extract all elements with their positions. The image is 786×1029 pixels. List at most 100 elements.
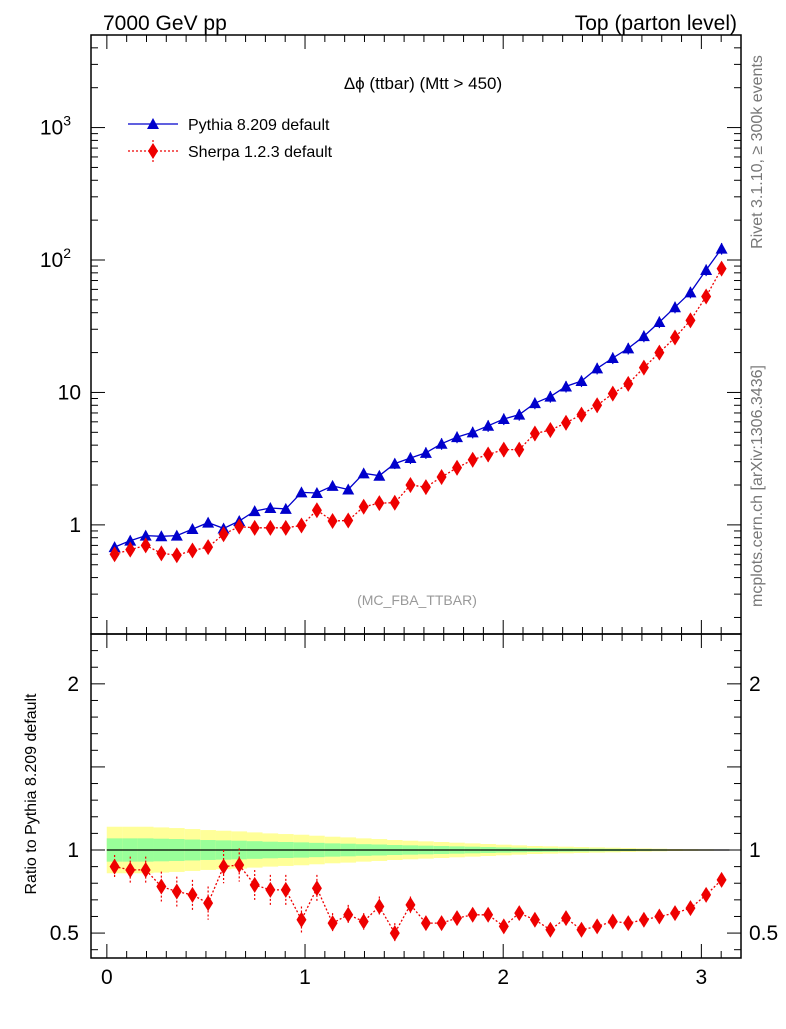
- ratio-y-tick-label-right: 0.5: [749, 922, 778, 945]
- data-point: [452, 459, 463, 476]
- ratio-data-point: [140, 861, 151, 878]
- data-point: [497, 413, 510, 425]
- header-right-title: Top (parton level): [575, 12, 737, 35]
- data-point: [357, 467, 370, 479]
- data-point: [498, 441, 509, 458]
- data-point: [373, 469, 386, 481]
- ratio-data-point: [467, 906, 478, 923]
- data-point: [218, 526, 229, 543]
- ratio-data-point: [420, 915, 431, 932]
- data-point: [623, 375, 634, 392]
- data-point: [234, 518, 245, 535]
- data-point: [203, 539, 214, 556]
- main-y-tick-label: 1: [69, 514, 81, 537]
- data-point: [171, 547, 182, 564]
- ratio-data-point: [483, 906, 494, 923]
- data-point: [684, 286, 697, 298]
- ratio-data-point: [311, 880, 322, 897]
- ratio-data-point: [249, 876, 260, 893]
- data-point: [280, 519, 291, 536]
- ratio-data-point: [545, 921, 556, 938]
- ratio-data-point: [296, 911, 307, 928]
- rivet-side-label: Rivet 3.1.10, ≥ 300k events: [749, 55, 766, 249]
- data-point: [544, 390, 557, 402]
- data-point: [700, 264, 713, 276]
- data-point: [561, 414, 572, 431]
- data-point: [279, 502, 292, 514]
- ratio-y-tick-label-right: 2: [749, 673, 761, 696]
- data-point: [249, 519, 260, 536]
- legend-marker: [147, 118, 159, 129]
- ratio-data-point: [389, 925, 400, 942]
- data-point: [575, 375, 588, 387]
- data-point: [715, 242, 728, 254]
- data-point: [529, 425, 540, 442]
- data-point: [265, 519, 276, 536]
- ratio-y-axis-label: Ratio to Pythia 8.209 default: [23, 693, 40, 895]
- data-point: [170, 529, 183, 541]
- chart-title: Δϕ (ttbar) (Mtt > 450): [344, 74, 502, 93]
- data-point: [701, 288, 712, 305]
- data-point: [202, 516, 215, 528]
- data-point: [606, 352, 619, 364]
- ratio-data-point: [405, 896, 416, 913]
- data-point: [592, 397, 603, 414]
- ratio-data-point: [452, 910, 463, 927]
- data-point: [342, 483, 355, 495]
- data-point: [466, 426, 479, 438]
- data-point: [264, 502, 277, 514]
- data-point: [358, 498, 369, 515]
- data-point: [482, 419, 495, 431]
- data-point: [622, 342, 635, 354]
- data-point: [388, 457, 401, 469]
- data-point: [654, 344, 665, 361]
- x-tick-label: 2: [497, 966, 509, 989]
- data-point: [326, 479, 339, 491]
- ratio-data-point: [374, 898, 385, 915]
- ratio-data-point: [265, 881, 276, 898]
- data-point: [389, 494, 400, 511]
- ratio-data-point: [343, 906, 354, 923]
- ratio-series-line: [114, 864, 723, 935]
- data-point: [404, 451, 417, 463]
- ratio-data-point: [654, 908, 665, 925]
- ratio-data-point: [203, 895, 214, 912]
- header-left-title: 7000 GeV pp: [103, 12, 227, 35]
- data-point: [310, 487, 323, 499]
- x-tick-label: 0: [101, 966, 113, 989]
- ratio-data-point: [171, 883, 182, 900]
- ratio-data-point: [529, 911, 540, 928]
- ratio-data-point: [187, 886, 198, 903]
- data-point: [296, 517, 307, 534]
- data-point: [187, 542, 198, 559]
- data-point: [513, 408, 526, 420]
- data-point: [607, 385, 618, 402]
- x-axis: 0 1 2 3: [101, 35, 742, 989]
- data-point: [560, 380, 573, 392]
- mcplots-side-label: mcplots.cern.ch [arXiv:1306.3436]: [749, 365, 766, 607]
- ratio-y-tick-label-left: 1: [67, 839, 79, 862]
- data-point: [311, 502, 322, 519]
- data-point: [638, 359, 649, 376]
- ratio-data-point: [280, 881, 291, 898]
- legend-label: Sherpa 1.2.3 default: [188, 144, 333, 161]
- data-point: [576, 406, 587, 423]
- x-tick-label: 3: [696, 966, 708, 989]
- ratio-data-point: [561, 910, 572, 927]
- data-point: [295, 486, 308, 498]
- ratio-y-tick-label-left: 0.5: [50, 922, 79, 945]
- ratio-data-point: [607, 913, 618, 930]
- data-point: [436, 468, 447, 485]
- ratio-y-tick-label-left: 2: [67, 673, 79, 696]
- legend-label: Pythia 8.209 default: [188, 117, 330, 134]
- data-point: [419, 446, 432, 458]
- data-point: [483, 446, 494, 463]
- ratio-data-point: [125, 861, 136, 878]
- ratio-data-point: [234, 856, 245, 873]
- ratio-data-point: [498, 918, 509, 935]
- data-point: [591, 362, 604, 374]
- series-line: [114, 268, 723, 556]
- main-panel: 1 10 102 103 Pythia 8.209 default Sherpa 1.2.…: [40, 34, 742, 635]
- data-point: [405, 477, 416, 494]
